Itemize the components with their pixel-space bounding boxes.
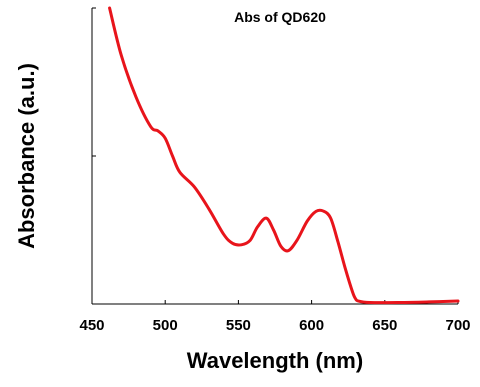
x-tick-label: 500 (153, 317, 178, 334)
x-tick-label: 600 (299, 317, 324, 334)
x-axis-title: Wavelength (nm) (187, 348, 363, 373)
y-axis-title: Absorbance (a.u.) (14, 63, 39, 249)
x-tick-labels: 450 500 550 600 650 700 (79, 317, 470, 334)
x-tick-label: 450 (79, 317, 104, 334)
axes (91, 8, 458, 305)
y-ticks (92, 7, 96, 305)
x-tick-label: 650 (372, 317, 397, 334)
absorbance-curve (108, 6, 460, 305)
x-tick-label: 550 (226, 317, 251, 334)
chart-title: Abs of QD620 (234, 9, 326, 25)
x-tick-label: 700 (445, 317, 470, 334)
